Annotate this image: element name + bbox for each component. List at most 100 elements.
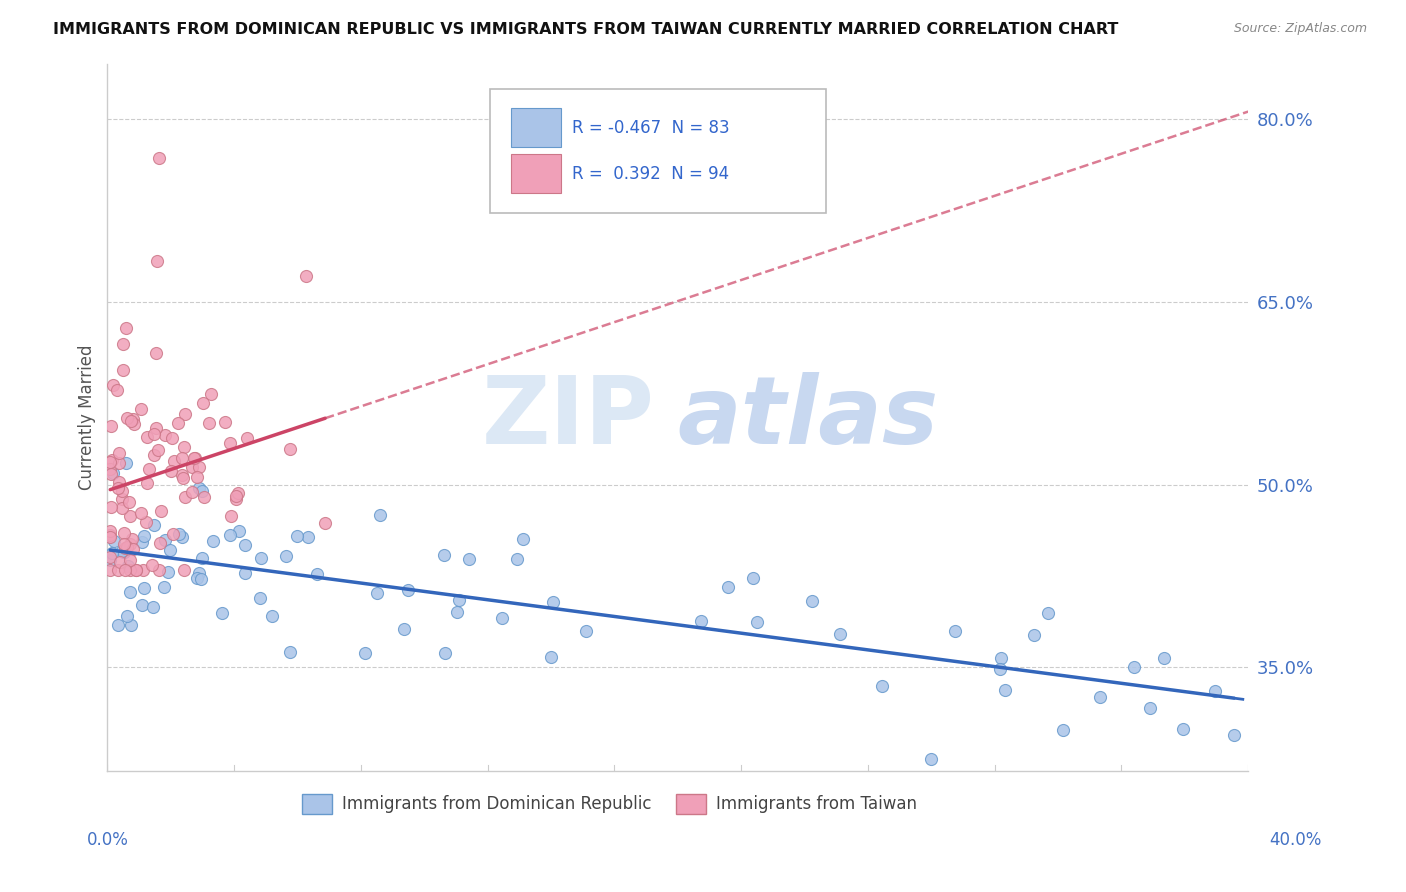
Text: R =  0.392  N = 94: R = 0.392 N = 94: [572, 165, 728, 183]
Point: [262, 609, 284, 624]
Point: [943, 624, 966, 639]
Point: [131, 534, 153, 549]
Point: [146, 443, 169, 458]
Point: [98, 461, 121, 475]
Point: [226, 486, 249, 500]
Point: [233, 566, 256, 580]
Text: Source: ZipAtlas.com: Source: ZipAtlas.com: [1233, 22, 1367, 36]
Text: IMMIGRANTS FROM DOMINICAN REPUBLIC VS IMMIGRANTS FROM TAIWAN CURRENTLY MARRIED C: IMMIGRANTS FROM DOMINICAN REPUBLIC VS IM…: [53, 22, 1119, 37]
Point: [181, 485, 204, 500]
Text: atlas: atlas: [678, 372, 939, 464]
Point: [1123, 660, 1146, 674]
Text: R = -0.467  N = 83: R = -0.467 N = 83: [572, 119, 730, 136]
Point: [108, 446, 131, 460]
Point: [149, 535, 172, 549]
Point: [138, 462, 160, 476]
Point: [575, 624, 598, 639]
Point: [228, 524, 250, 539]
Point: [112, 363, 135, 377]
Point: [181, 460, 204, 475]
Point: [103, 466, 125, 480]
Point: [100, 467, 122, 481]
Point: [1153, 650, 1175, 665]
Point: [872, 679, 894, 693]
Point: [118, 585, 141, 599]
Point: [278, 644, 301, 658]
Point: [1139, 701, 1161, 715]
Point: [198, 416, 221, 430]
Point: [218, 436, 240, 450]
Point: [174, 407, 197, 421]
Point: [191, 396, 214, 410]
Point: [1088, 690, 1111, 705]
Point: [115, 456, 138, 470]
Point: [173, 440, 195, 454]
Point: [169, 527, 191, 541]
Point: [396, 583, 419, 598]
Point: [295, 268, 318, 283]
Point: [121, 532, 143, 546]
Point: [172, 471, 194, 485]
Point: [173, 563, 195, 577]
Point: [136, 429, 159, 443]
Point: [190, 572, 212, 586]
Point: [1171, 722, 1194, 736]
Point: [122, 417, 145, 431]
Point: [1038, 607, 1060, 621]
Point: [187, 459, 209, 474]
Point: [285, 529, 308, 543]
Y-axis label: Currently Married: Currently Married: [79, 345, 96, 491]
Point: [190, 551, 212, 566]
Point: [202, 534, 225, 549]
Point: [225, 489, 247, 503]
Point: [540, 649, 562, 664]
Point: [990, 650, 1012, 665]
Point: [98, 455, 121, 469]
Point: [153, 580, 176, 594]
Point: [108, 475, 131, 490]
Point: [107, 617, 129, 632]
Point: [112, 537, 135, 551]
Point: [145, 346, 167, 360]
Point: [745, 615, 768, 629]
Point: [115, 321, 138, 335]
Point: [148, 151, 170, 165]
Point: [131, 402, 153, 417]
Point: [101, 545, 124, 559]
Point: [100, 500, 122, 514]
Point: [150, 504, 173, 518]
Point: [1204, 684, 1226, 698]
Point: [132, 529, 155, 543]
Point: [120, 509, 142, 524]
Point: [148, 563, 170, 577]
Point: [183, 450, 205, 465]
Point: [233, 538, 256, 552]
Point: [110, 554, 132, 568]
Point: [114, 563, 136, 577]
Point: [172, 468, 194, 483]
Legend: Immigrants from Dominican Republic, Immigrants from Taiwan: Immigrants from Dominican Republic, Immi…: [295, 787, 924, 821]
Point: [98, 530, 121, 544]
Point: [314, 516, 336, 530]
Point: [117, 559, 139, 574]
Point: [920, 752, 942, 766]
Point: [163, 454, 186, 468]
Point: [236, 431, 259, 445]
Point: [118, 495, 141, 509]
Point: [828, 627, 851, 641]
Point: [186, 572, 208, 586]
Point: [225, 491, 247, 506]
Point: [187, 481, 209, 495]
Point: [1223, 729, 1246, 743]
Point: [155, 533, 177, 547]
Point: [188, 566, 211, 581]
FancyBboxPatch shape: [512, 153, 561, 194]
Point: [117, 411, 139, 425]
Point: [741, 571, 763, 585]
Point: [457, 552, 479, 566]
Point: [170, 450, 193, 465]
Point: [146, 254, 169, 268]
FancyBboxPatch shape: [489, 89, 827, 212]
Point: [153, 428, 176, 442]
Point: [142, 600, 165, 615]
